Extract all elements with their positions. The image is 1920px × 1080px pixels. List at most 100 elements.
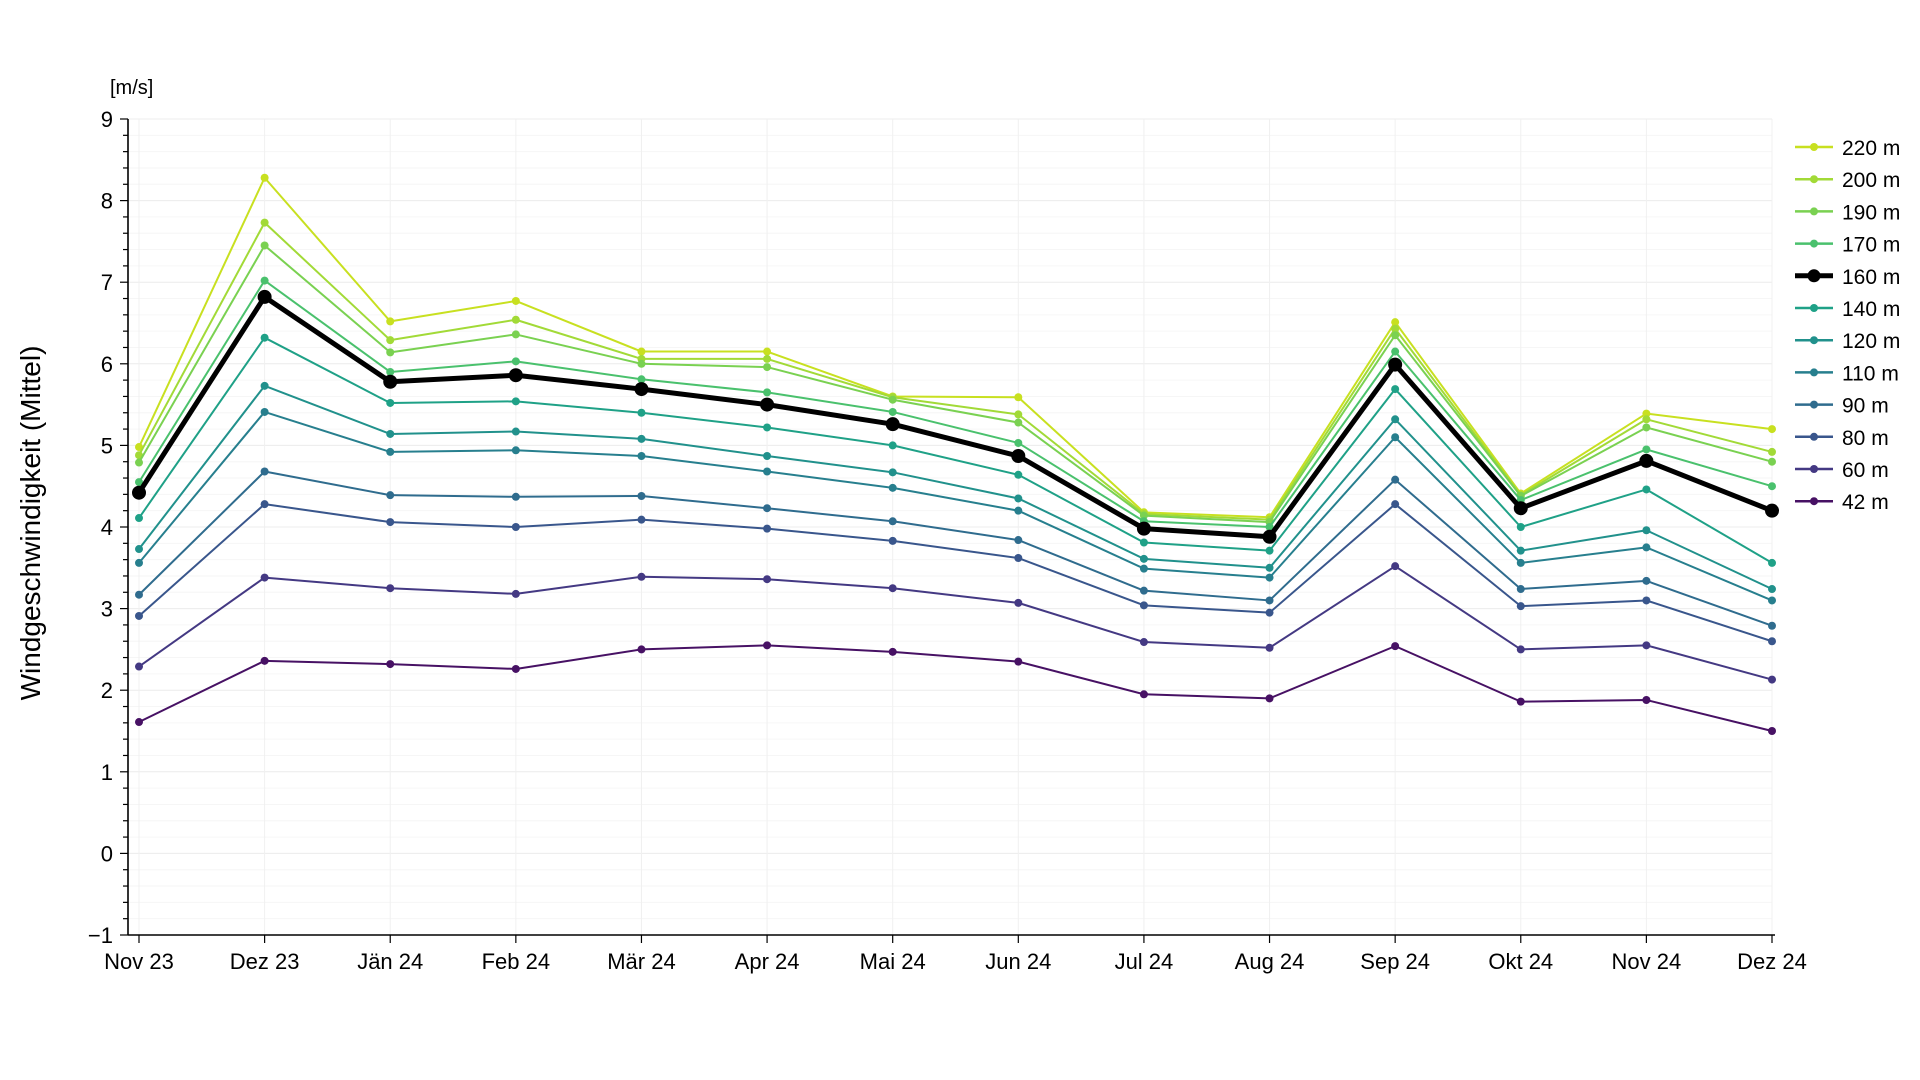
data-point bbox=[1516, 645, 1525, 654]
x-ticks: Nov 23 Dez 23 Jän 24 Feb 24 Mär 24 Apr 24 Mai … bbox=[104, 935, 1807, 974]
data-point bbox=[763, 504, 772, 513]
data-point bbox=[132, 485, 146, 500]
data-point bbox=[763, 452, 772, 461]
data-point bbox=[1642, 543, 1651, 552]
legend-label: 140 m bbox=[1842, 298, 1900, 321]
data-point bbox=[511, 397, 520, 406]
legend-item: 80 m bbox=[1795, 427, 1889, 450]
legend-swatch-marker bbox=[1810, 143, 1818, 151]
data-point bbox=[763, 388, 772, 397]
x-tick-label: Nov 23 bbox=[104, 949, 174, 974]
legend-item: 90 m bbox=[1795, 395, 1889, 418]
data-point bbox=[1642, 576, 1651, 585]
data-point bbox=[260, 173, 269, 182]
series-line bbox=[138, 279, 1773, 528]
data-point bbox=[386, 447, 395, 456]
data-point bbox=[1265, 643, 1274, 652]
data-point bbox=[386, 336, 395, 345]
data-point bbox=[383, 374, 398, 389]
data-point bbox=[763, 347, 772, 356]
x-tick-label: Apr 24 bbox=[735, 949, 800, 974]
data-point bbox=[386, 518, 395, 527]
data-point bbox=[260, 407, 269, 416]
y-tick-label: 6 bbox=[101, 352, 113, 377]
data-point bbox=[260, 333, 269, 342]
data-point bbox=[888, 517, 897, 526]
data-point bbox=[1516, 697, 1525, 706]
data-point bbox=[1516, 523, 1525, 531]
x-tick-label: Jun 24 bbox=[985, 949, 1051, 974]
data-point bbox=[1642, 485, 1651, 494]
data-point bbox=[888, 441, 897, 450]
series-line bbox=[138, 565, 1773, 681]
data-point bbox=[1391, 433, 1400, 442]
x-tick-label: Sep 24 bbox=[1360, 949, 1430, 974]
legend-item: 42 m bbox=[1795, 491, 1889, 514]
data-point bbox=[260, 656, 269, 665]
data-point bbox=[511, 330, 520, 339]
data-point bbox=[1136, 521, 1151, 536]
data-point bbox=[1014, 598, 1023, 607]
data-point bbox=[634, 382, 649, 397]
x-tick-label: Okt 24 bbox=[1488, 949, 1553, 974]
y-tick-label: 2 bbox=[101, 678, 113, 703]
y-tick-label: −1 bbox=[88, 923, 113, 948]
data-point bbox=[508, 368, 523, 383]
data-point bbox=[1391, 642, 1400, 651]
data-point bbox=[1516, 602, 1525, 611]
data-point bbox=[135, 458, 143, 467]
y-axis-title: Windgeschwindigkeit (Mittel) bbox=[15, 346, 46, 701]
series-190m bbox=[135, 241, 1776, 527]
series-line bbox=[138, 503, 1773, 643]
y-tick-label: 1 bbox=[101, 760, 113, 785]
data-point bbox=[386, 584, 395, 593]
x-tick-label: Feb 24 bbox=[482, 949, 551, 974]
series-line bbox=[138, 384, 1773, 590]
data-point bbox=[1765, 503, 1779, 518]
y-tick-label: 9 bbox=[101, 107, 113, 132]
data-point bbox=[257, 289, 272, 304]
y-tick-label: 5 bbox=[101, 433, 113, 458]
series-group bbox=[132, 173, 1779, 735]
data-point bbox=[1262, 529, 1277, 544]
legend-label: 90 m bbox=[1842, 395, 1889, 418]
data-point bbox=[1516, 585, 1525, 594]
data-point bbox=[1391, 385, 1400, 394]
legend-item: 110 m bbox=[1795, 362, 1899, 385]
data-point bbox=[135, 514, 143, 523]
data-point bbox=[1014, 418, 1023, 427]
legend-swatch-marker bbox=[1810, 175, 1818, 184]
data-point bbox=[1391, 562, 1400, 571]
x-tick-label: Mai 24 bbox=[860, 949, 926, 974]
data-point bbox=[1513, 501, 1528, 516]
data-point bbox=[1391, 347, 1400, 356]
legend-swatch-marker bbox=[1810, 465, 1818, 473]
data-point bbox=[637, 491, 646, 500]
data-point bbox=[637, 359, 646, 368]
data-point bbox=[637, 645, 646, 654]
legend-swatch-marker bbox=[1810, 497, 1818, 506]
data-point bbox=[888, 536, 897, 545]
data-point bbox=[1014, 494, 1023, 503]
data-point bbox=[135, 718, 143, 727]
legend-swatch-marker bbox=[1810, 304, 1818, 312]
data-point bbox=[763, 524, 772, 533]
series-line bbox=[136, 294, 1773, 540]
data-point bbox=[1014, 410, 1023, 419]
data-point bbox=[1265, 563, 1274, 572]
legend-swatch-marker bbox=[1810, 239, 1818, 248]
data-point bbox=[1011, 449, 1026, 464]
legend-swatch-marker bbox=[1810, 336, 1818, 345]
data-point bbox=[888, 647, 897, 656]
series-170m bbox=[135, 276, 1776, 531]
legend-swatch-marker bbox=[1810, 432, 1818, 441]
data-point bbox=[1642, 596, 1651, 605]
data-point bbox=[386, 660, 395, 669]
x-tick-label: Nov 24 bbox=[1612, 949, 1682, 974]
data-point bbox=[763, 575, 772, 584]
x-tick-label: Jul 24 bbox=[1115, 949, 1174, 974]
data-point bbox=[1516, 546, 1525, 555]
data-point bbox=[637, 434, 646, 443]
data-point bbox=[135, 662, 143, 671]
x-tick-label: Dez 23 bbox=[230, 949, 300, 974]
